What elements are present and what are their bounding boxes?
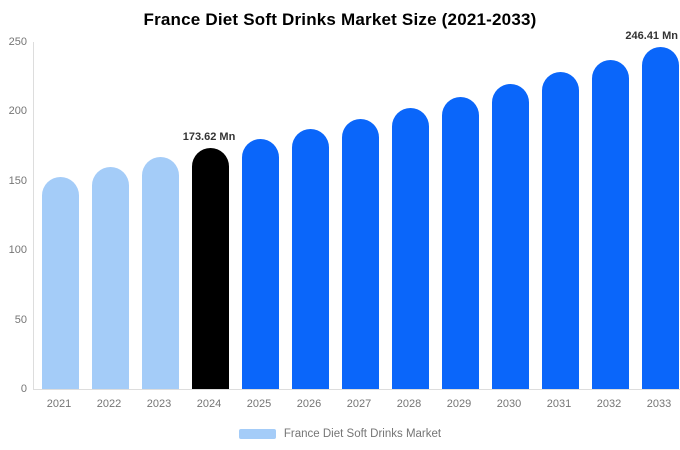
bar-2023[interactable] [141, 157, 179, 389]
bar-2022[interactable] [91, 167, 129, 389]
x-axis-label: 2024 [196, 398, 222, 410]
legend-item[interactable]: France Diet Soft Drinks Market [0, 425, 680, 443]
bar-2033[interactable] [641, 47, 679, 389]
x-axis-label: 2033 [646, 398, 672, 410]
bar-2031[interactable] [541, 72, 579, 389]
x-axis-label: 2032 [596, 398, 622, 410]
y-axis-tick-label: 0 [20, 383, 27, 395]
y-axis-tick-label: 50 [14, 313, 27, 326]
x-axis-label: 2027 [346, 398, 372, 410]
x-axis-label: 2031 [546, 398, 572, 410]
bar-2027[interactable] [341, 119, 379, 389]
bar-2029[interactable] [441, 97, 479, 389]
bar-2024[interactable] [191, 148, 229, 389]
bar-2026[interactable] [291, 129, 329, 389]
x-axis-label: 2025 [246, 398, 272, 410]
x-axis-label: 2023 [146, 398, 172, 410]
y-axis-tick-label: 100 [8, 244, 27, 257]
legend-label: France Diet Soft Drinks Market [283, 428, 442, 440]
chart-title: France Diet Soft Drinks Market Size (202… [143, 10, 537, 29]
plot-area [33, 42, 680, 390]
bar-2030[interactable] [491, 84, 529, 389]
bar-2028[interactable] [391, 108, 429, 389]
y-axis-tick-label: 150 [8, 174, 27, 187]
x-axis-label: 2026 [296, 398, 322, 410]
x-axis-label: 2030 [496, 398, 522, 410]
y-axis-tick-label: 250 [8, 36, 27, 48]
x-axis-label: 2028 [396, 398, 422, 410]
bar-2021[interactable] [41, 177, 79, 389]
x-axis-label: 2022 [96, 398, 122, 410]
data-label-2024: 173.62 Mn [182, 131, 236, 143]
bar-2025[interactable] [241, 139, 279, 389]
data-label-2033: 246.41 Mn [625, 30, 678, 42]
legend-swatch [238, 429, 276, 439]
x-axis-label: 2021 [46, 398, 72, 410]
bar-2032[interactable] [591, 60, 629, 389]
y-axis-tick-label: 200 [8, 105, 27, 118]
x-axis-label: 2029 [446, 398, 472, 410]
